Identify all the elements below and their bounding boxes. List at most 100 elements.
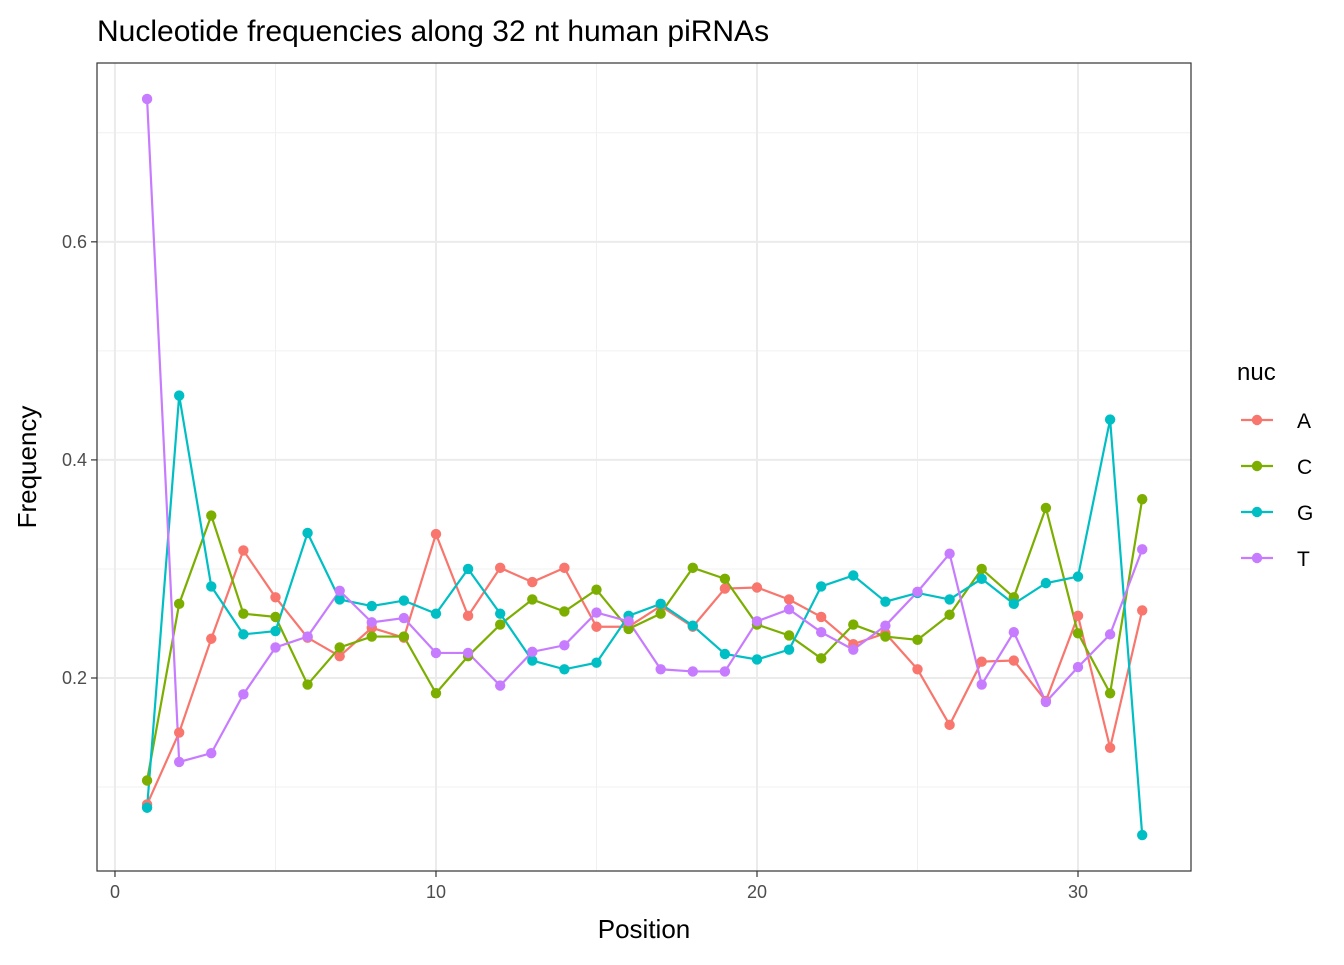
data-point-C xyxy=(559,606,570,617)
y-tick-label: 0.6 xyxy=(62,232,87,252)
data-point-T xyxy=(1137,544,1148,555)
legend-label: T xyxy=(1297,548,1310,571)
data-point-C xyxy=(1040,502,1052,514)
data-point-T xyxy=(1104,629,1116,640)
data-point-C xyxy=(270,611,281,623)
data-point-T xyxy=(173,756,185,768)
data-point-T xyxy=(398,612,410,624)
data-point-A xyxy=(815,611,827,623)
data-point-T xyxy=(848,644,859,655)
data-point-G xyxy=(944,594,955,605)
data-point-T xyxy=(494,680,506,691)
data-point-C xyxy=(430,688,442,699)
data-point-C xyxy=(815,653,827,664)
data-point-T xyxy=(334,585,345,596)
data-point-G xyxy=(398,595,410,606)
data-point-T xyxy=(591,607,602,618)
legend-title: nuc xyxy=(1237,359,1276,386)
data-point-G xyxy=(1072,571,1084,582)
data-point-T xyxy=(880,620,891,631)
data-point-C xyxy=(719,573,731,584)
y-tick-label: 0.4 xyxy=(62,450,87,470)
data-point-C xyxy=(1072,628,1084,639)
data-point-G xyxy=(1040,577,1052,589)
axes: 0 10 20 30 0.2 0.4 0.6 xyxy=(62,232,1088,902)
data-point-A xyxy=(751,582,763,593)
data-point-G xyxy=(334,594,345,605)
legend-key-point xyxy=(1251,460,1263,472)
data-point-T xyxy=(1072,661,1084,673)
data-point-A xyxy=(270,592,281,603)
data-point-G xyxy=(687,620,698,631)
data-point-A xyxy=(1008,655,1020,666)
legend-key-point xyxy=(1251,506,1263,518)
data-point-A xyxy=(944,719,955,731)
data-point-A xyxy=(527,576,538,588)
data-point-T xyxy=(462,647,474,659)
data-point-G xyxy=(302,527,313,539)
legend-label: G xyxy=(1297,502,1313,525)
data-point-C xyxy=(238,608,249,619)
data-point-A xyxy=(1104,742,1116,753)
data-point-T xyxy=(366,617,377,628)
legend-label: A xyxy=(1297,410,1311,433)
legend-label: C xyxy=(1297,456,1312,479)
data-point-C xyxy=(494,619,506,630)
data-point-C xyxy=(302,679,313,690)
legend-key-point xyxy=(1251,414,1263,426)
data-point-T xyxy=(687,666,698,677)
grid xyxy=(97,63,1191,871)
data-point-T xyxy=(302,631,313,642)
data-point-G xyxy=(1104,414,1116,425)
data-point-A xyxy=(462,610,474,622)
data-point-G xyxy=(527,655,538,666)
data-point-C xyxy=(141,775,153,786)
data-point-T xyxy=(719,666,731,677)
x-tick-label: 30 xyxy=(1068,882,1088,902)
data-point-G xyxy=(719,648,731,660)
data-point-C xyxy=(366,631,377,642)
data-point-G xyxy=(141,802,153,813)
data-point-C xyxy=(398,631,410,642)
data-point-C xyxy=(173,598,185,610)
data-point-A xyxy=(1072,610,1084,622)
data-point-T xyxy=(559,640,570,651)
data-point-C xyxy=(206,510,217,521)
data-point-A xyxy=(976,656,987,667)
data-point-C xyxy=(848,619,859,630)
series-line-G xyxy=(145,395,1144,836)
data-point-T xyxy=(623,616,634,627)
data-point-G xyxy=(559,664,570,675)
data-point-T xyxy=(206,748,217,759)
data-point-G xyxy=(430,608,442,619)
plot-panel-border xyxy=(96,62,1192,872)
data-point-T xyxy=(751,616,763,627)
data-point-A xyxy=(783,594,795,605)
data-point-T xyxy=(976,679,987,690)
data-point-T xyxy=(270,642,281,653)
data-point-G xyxy=(1137,829,1148,841)
data-point-C xyxy=(623,623,634,635)
data-point-G xyxy=(655,598,666,610)
data-point-G xyxy=(494,608,506,619)
data-point-T xyxy=(655,664,666,675)
x-axis-label: Position xyxy=(598,914,691,944)
data-point-T xyxy=(1040,696,1052,708)
data-point-G xyxy=(848,570,859,581)
x-tick-label: 0 xyxy=(110,882,120,902)
data-point-G xyxy=(751,654,763,665)
data-point-C xyxy=(912,634,923,646)
data-point-A xyxy=(334,650,345,662)
data-point-A xyxy=(591,621,602,632)
data-point-C xyxy=(944,609,955,620)
data-point-T xyxy=(912,586,923,598)
data-point-T xyxy=(944,548,955,559)
data-point-G xyxy=(173,390,185,401)
data-point-G xyxy=(206,581,217,592)
data-point-C xyxy=(1104,688,1116,699)
data-point-G xyxy=(238,629,249,640)
x-tick-label: 10 xyxy=(426,882,446,902)
data-point-G xyxy=(366,600,377,612)
data-point-T xyxy=(238,689,249,700)
